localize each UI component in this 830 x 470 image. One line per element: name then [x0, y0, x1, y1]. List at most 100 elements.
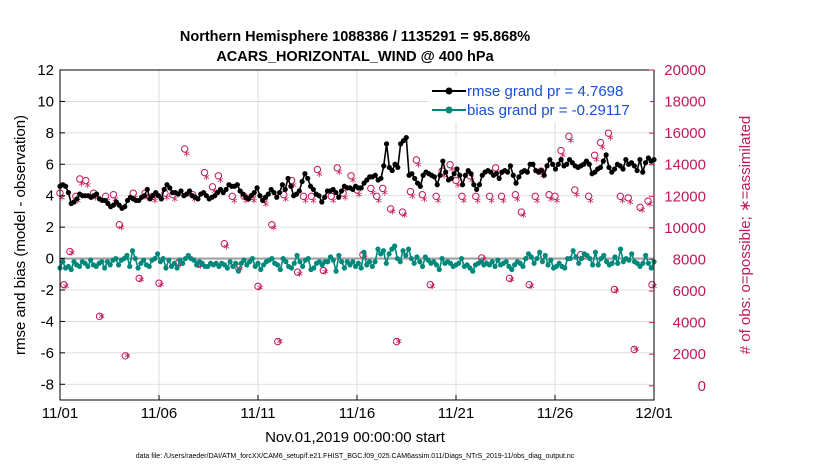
rmse-point [623, 156, 629, 163]
bias-point [166, 257, 172, 263]
possible-obs-marker [406, 187, 415, 196]
bias-point [227, 259, 233, 265]
bias-point [645, 260, 652, 266]
bias-point [539, 259, 546, 265]
bias-point [380, 248, 387, 254]
rmse-point [600, 158, 606, 164]
bias-point [85, 263, 91, 270]
rmse-point [440, 158, 446, 164]
bias-point [163, 265, 169, 271]
rmse-point [547, 156, 553, 163]
bias-point [612, 254, 618, 260]
possible-obs-marker [412, 156, 421, 164]
assimilated-obs-marker: * [342, 193, 349, 208]
assimilated-obs-marker: * [59, 193, 66, 208]
assimilated-obs-marker: * [429, 282, 436, 297]
y-left-tick-label: 10 [37, 93, 54, 110]
possible-obs-marker [228, 192, 236, 201]
bias-point [492, 263, 498, 270]
assimilated-obs-marker: * [389, 208, 396, 223]
chart-title: Northern Hemisphere 1088386 / 1135291 = … [180, 29, 530, 45]
bias-point [405, 246, 412, 252]
bias-point [573, 254, 579, 260]
axis-ticks: 11/01 11/06 11/11 11/16 11/21 11/26 12/01 12 10 8… [37, 62, 706, 422]
possible-obs-marker [347, 172, 355, 180]
assimilated-obs-marker: * [310, 197, 317, 212]
chart-subtitle: ACARS_HORIZONTAL_WIND @ 400 hPa [216, 49, 494, 65]
rmse-point [234, 182, 240, 188]
y-right-tick-label: 4000 [673, 315, 706, 332]
assimilated-obs-marker: * [356, 190, 363, 205]
bias-point [590, 262, 596, 268]
assimilated-obs-marker: * [401, 211, 408, 226]
bias-point [249, 255, 256, 262]
assimilated-obs-marker: * [217, 176, 224, 191]
rmse-point [285, 175, 291, 182]
rmse-point [634, 167, 640, 174]
bias-point [132, 255, 138, 262]
bias-point [277, 266, 283, 273]
rmse-point [505, 169, 511, 175]
rmse-point [358, 185, 364, 191]
rmse-point [195, 196, 201, 202]
rmse-point [496, 175, 502, 182]
y-right-tick-label: 10000 [664, 220, 706, 237]
bias-point [615, 260, 621, 266]
assimilated-obs-marker: * [69, 249, 76, 264]
bias-point [174, 265, 180, 271]
bias-point [456, 260, 462, 266]
possible-obs-marker [121, 352, 130, 360]
possible-obs-marker [630, 345, 638, 354]
possible-obs-marker [392, 337, 401, 346]
rmse-point [443, 169, 449, 175]
possible-obs-marker [644, 197, 652, 205]
bias-point [545, 262, 551, 268]
assimilated-obs-marker: * [178, 260, 185, 275]
bias-point [643, 252, 649, 259]
y-right-tick-label: 8000 [673, 251, 706, 268]
bias-point [115, 262, 122, 268]
assimilated-obs-marker: * [197, 261, 204, 276]
assimilated-obs-marker: * [231, 197, 238, 212]
rmse-point [631, 163, 637, 169]
bias-point [305, 255, 311, 262]
rmse-point [586, 161, 592, 167]
bias-point [330, 257, 336, 263]
possible-obs-marker [155, 279, 163, 287]
assimilated-obs-marker: * [75, 197, 82, 212]
rmse-point [274, 194, 280, 200]
possible-obs-marker [299, 192, 308, 201]
possible-obs-marker [511, 191, 520, 199]
y-left-tick-label: 2 [46, 219, 54, 236]
assimilated-obs-marker: * [441, 171, 448, 186]
y-axis-left-label: rmse and bias (model - observation) [12, 115, 29, 355]
assimilated-obs-marker: * [548, 195, 555, 210]
assimilated-obs-marker: * [92, 193, 99, 208]
bias-point [60, 259, 66, 265]
rmse-point [409, 171, 415, 177]
bias-point [392, 243, 398, 249]
possible-obs-marker [596, 138, 605, 147]
bias-point [587, 255, 593, 262]
bias-point [414, 254, 420, 260]
assimilated-obs-marker: * [223, 242, 230, 257]
bias-point [458, 255, 465, 262]
rmse-point [412, 175, 418, 182]
y-left-tick-label: 8 [46, 125, 54, 142]
rmse-point [462, 172, 468, 178]
rmse-point [93, 191, 100, 197]
bias-point [99, 259, 105, 265]
assimilated-obs-marker: * [183, 149, 190, 164]
bias-point [520, 263, 526, 270]
bias-point [141, 257, 147, 263]
bias-point [578, 255, 585, 262]
bias-point [542, 252, 548, 259]
assimilated-obs-marker: * [587, 197, 594, 212]
bias-point [523, 255, 529, 262]
possible-obs-marker [66, 247, 74, 256]
rmse-point [141, 193, 148, 199]
possible-obs-marker [472, 192, 480, 201]
possible-obs-marker [373, 192, 381, 201]
bias-point [629, 251, 635, 257]
